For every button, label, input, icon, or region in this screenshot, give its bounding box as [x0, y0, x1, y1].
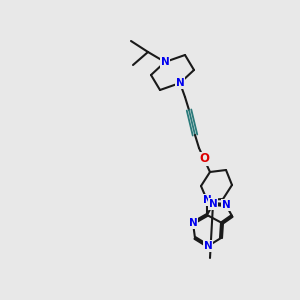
Text: N: N: [189, 218, 197, 228]
Text: N: N: [222, 200, 230, 210]
Text: N: N: [208, 199, 217, 209]
Text: N: N: [204, 241, 212, 251]
Text: N: N: [202, 195, 211, 205]
Text: N: N: [160, 57, 169, 67]
Text: O: O: [199, 152, 209, 166]
Text: N: N: [176, 78, 184, 88]
